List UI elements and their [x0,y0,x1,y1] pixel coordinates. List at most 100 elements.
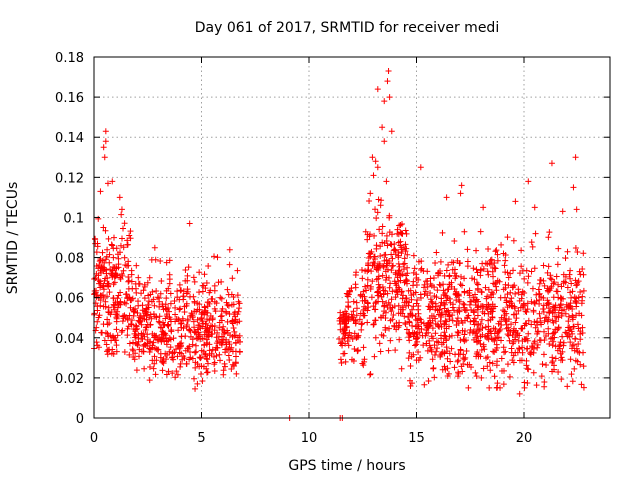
data-point [196,269,203,276]
data-point [568,371,575,378]
data-point [530,307,537,314]
data-point [102,298,109,305]
data-point [411,265,418,272]
data-point [226,261,233,268]
data-point [450,307,457,314]
data-point [441,329,448,336]
data-point [425,320,432,327]
data-point [413,323,420,330]
data-point [477,272,484,279]
data-point [468,298,475,305]
data-point [571,347,578,354]
data-point [417,294,424,301]
data-point [104,316,111,323]
data-point [142,308,149,315]
data-point [95,314,102,321]
data-point [196,322,203,329]
data-point [497,294,504,301]
data-point [371,253,378,260]
data-point [448,332,455,339]
data-point [197,371,204,378]
data-point [516,345,523,352]
data-point [360,288,367,295]
data-point [564,284,571,291]
data-point [117,289,124,296]
data-point [536,297,543,304]
data-point [344,338,351,345]
data-point [455,292,462,299]
data-point [510,329,517,336]
y-tick-label: 0.02 [55,372,84,387]
data-point [177,320,184,327]
data-point [155,318,162,325]
data-point [407,363,414,370]
data-point [127,228,134,235]
data-point [444,365,451,372]
data-point [386,258,393,265]
data-point [425,378,432,385]
data-point [524,279,531,286]
data-point [164,311,171,318]
data-point [540,351,547,358]
data-point [465,384,472,391]
data-point [203,280,210,287]
data-point [164,351,171,358]
data-point [493,247,500,254]
data-point [382,268,389,275]
data-point [367,190,374,197]
data-point [491,330,498,337]
data-point [121,312,128,319]
data-point [385,299,392,306]
data-point [413,357,420,364]
data-point [194,380,201,387]
data-point [473,266,480,273]
data-point [498,367,505,374]
data-point [97,302,104,309]
data-point [144,279,151,286]
data-point [214,338,221,345]
data-point [209,316,216,323]
data-point [104,321,111,328]
data-point [163,295,170,302]
data-point [455,330,462,337]
data-point [386,94,393,101]
data-point [498,241,505,248]
data-point [422,288,429,295]
data-point [373,215,380,222]
data-point [143,309,150,316]
data-point [574,281,581,288]
data-point [231,328,238,335]
data-point [446,313,453,320]
data-point [155,337,162,344]
data-point [228,344,235,351]
data-point [555,281,562,288]
data-point [477,340,484,347]
data-point [483,295,490,302]
data-point [511,305,518,312]
data-point [224,327,231,334]
data-point [547,272,554,279]
data-point [435,339,442,346]
data-point [400,261,407,268]
data-point [429,325,436,332]
data-point [362,267,369,274]
data-points [91,68,587,421]
data-point [125,278,132,285]
data-point [209,331,216,338]
data-point [146,274,153,281]
data-point [545,263,552,270]
data-point [364,300,371,307]
data-point [505,274,512,281]
data-point [366,197,373,204]
data-point [555,245,562,252]
data-point [204,333,211,340]
data-point [153,314,160,321]
data-point [232,313,239,320]
data-point [149,357,156,364]
data-point [142,327,149,334]
data-point [197,325,204,332]
data-point [102,303,109,310]
data-point [529,243,536,250]
data-point [191,349,198,356]
data-point [486,384,493,391]
